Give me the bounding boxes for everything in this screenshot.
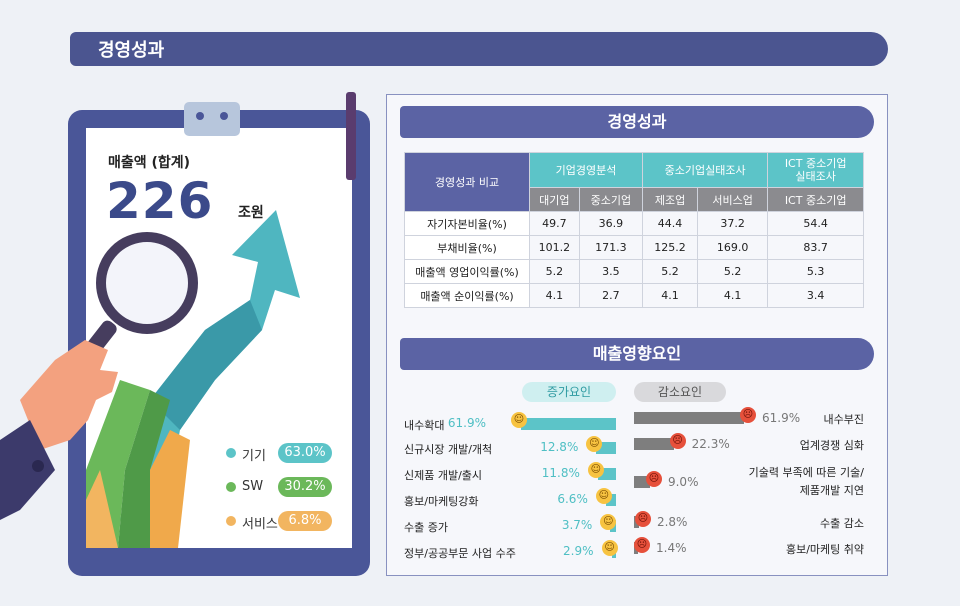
share-value-badge: 30.2% (278, 477, 332, 497)
section-banner (70, 32, 888, 66)
table-subheader: 제조업 (642, 187, 699, 212)
table-group-header: ICT 중소기업 실태조사 (767, 152, 864, 188)
share-name: SW (242, 479, 264, 494)
magnifier-icon (96, 232, 198, 334)
banner-title: 경영성과 (98, 40, 165, 61)
table-cell: 44.4 (642, 211, 699, 236)
table-row: 매출액 영업이익률(%) 5.2 3.5 5.2 5.2 5.3 (404, 259, 864, 284)
factors-title: 매출영향요인 (400, 338, 874, 370)
performance-table: 경영성과 비교 기업경영분석 중소기업실태조사 ICT 중소기업 실태조사 대기… (404, 152, 864, 308)
table-subheader: ICT 중소기업 (767, 187, 864, 212)
increase-factors-label: 증가요인 (522, 382, 616, 402)
decrease-value: 1.4% (656, 541, 687, 555)
share-value-badge: 63.0% (278, 443, 332, 463)
clip-hole (220, 112, 228, 120)
clip-hole (196, 112, 204, 120)
sad-face-icon: ☹ (740, 407, 756, 423)
share-value-badge: 6.8% (278, 511, 332, 531)
hand-icon (20, 340, 118, 450)
decrease-factor-label: 기술력 부족에 따른 기술/ 제품개발 지연 (748, 466, 864, 497)
sad-face-icon: ☹ (645, 471, 662, 487)
table-subheader: 대기업 (529, 187, 580, 212)
table-cell: 2.7 (578, 283, 644, 308)
happy-face-icon: ☺ (587, 462, 604, 478)
total-sales-value: 226 (106, 172, 214, 230)
increase-factor-label: 홍보/마케팅강화 (404, 495, 479, 508)
increase-factor-label: 내수확대 (404, 419, 445, 432)
increase-value: 2.9% (563, 544, 594, 558)
increase-value: 3.7% (561, 518, 593, 532)
decrease-value: 22.3% (691, 437, 730, 451)
table-cell: 169.0 (697, 235, 769, 260)
happy-face-icon: ☺ (600, 514, 617, 530)
increase-value: 12.8% (540, 440, 579, 454)
pen-icon (346, 92, 356, 180)
table-row-label: 부채비율(%) (404, 235, 530, 260)
decrease-value: 2.8% (656, 515, 688, 529)
decrease-factors-label: 감소요인 (634, 382, 726, 402)
table-cell: 5.2 (642, 259, 699, 284)
table-cell: 4.1 (529, 283, 580, 308)
increase-value: 11.8% (541, 466, 580, 480)
table-cell: 83.7 (767, 235, 864, 260)
happy-face-icon: ☺ (595, 488, 612, 504)
share-name: 기기 (242, 449, 266, 464)
table-cell: 49.7 (529, 211, 580, 236)
decrease-bar (634, 412, 744, 424)
table-cell: 125.2 (642, 235, 699, 260)
decrease-factor-label: 수출 감소 (820, 517, 864, 530)
share-dot-icon (226, 516, 236, 526)
table-cell: 101.2 (529, 235, 580, 260)
table-group-header: 중소기업실태조사 (642, 152, 769, 188)
increase-bar (521, 418, 616, 430)
sad-face-icon: ☹ (669, 433, 686, 449)
share-dot-icon (226, 482, 236, 492)
increase-factor-label: 신규시장 개발/개척 (404, 443, 493, 456)
increase-value: 6.6% (557, 492, 588, 506)
table-cell: 171.3 (578, 235, 644, 260)
sad-face-icon: ☹ (634, 537, 650, 553)
table-cell: 5.3 (767, 259, 864, 284)
increase-factor-label: 수출 증가 (404, 521, 448, 534)
table-cell: 3.5 (578, 259, 644, 284)
table-cell: 54.4 (767, 211, 864, 236)
table-group-header: 기업경영분석 (528, 152, 644, 188)
total-sales-label: 매출액 (합계) (108, 155, 191, 171)
table-cell: 4.1 (697, 283, 769, 308)
total-sales-unit: 조원 (238, 205, 264, 221)
table-row: 매출액 순이익률(%) 4.1 2.7 4.1 4.1 3.4 (404, 283, 864, 308)
sad-face-icon: ☹ (634, 511, 651, 527)
table-subheader: 서비스업 (697, 187, 769, 212)
decrease-value: 61.9% (762, 411, 801, 425)
decrease-factor-label: 내수부진 (823, 413, 864, 426)
performance-title: 경영성과 (400, 106, 874, 138)
table-row-label: 자기자본비율(%) (404, 211, 530, 236)
decrease-value: 9.0% (667, 475, 699, 489)
happy-face-icon: ☺ (511, 412, 527, 428)
table-row: 부채비율(%) 101.2 171.3 125.2 169.0 83.7 (404, 235, 864, 260)
clipboard-clip-icon (184, 102, 240, 136)
table-corner-header: 경영성과 비교 (404, 152, 530, 212)
share-dot-icon (226, 448, 236, 458)
decrease-factor-label: 홍보/마케팅 취약 (785, 543, 864, 556)
table-cell: 37.2 (697, 211, 769, 236)
increase-factor-label: 신제품 개발/출시 (404, 469, 483, 482)
table-subheader: 중소기업 (578, 187, 644, 212)
table-cell: 5.2 (697, 259, 769, 284)
decrease-factor-label: 업계경쟁 심화 (799, 439, 864, 452)
increase-factor-label: 정부/공공부문 사업 수주 (404, 547, 516, 560)
table-cell: 4.1 (642, 283, 699, 308)
table-cell: 3.4 (767, 283, 864, 308)
decrease-bar (634, 438, 674, 450)
table-row: 자기자본비율(%) 49.7 36.9 44.4 37.2 54.4 (404, 211, 864, 236)
happy-face-icon: ☺ (586, 436, 603, 452)
table-cell: 5.2 (529, 259, 580, 284)
table-row-label: 매출액 영업이익률(%) (404, 259, 530, 284)
table-cell: 36.9 (578, 211, 644, 236)
share-name: 서비스 (242, 517, 278, 532)
table-row-label: 매출액 순이익률(%) (404, 283, 530, 308)
increase-value: 61.9% (447, 416, 486, 430)
happy-face-icon: ☺ (601, 540, 618, 556)
